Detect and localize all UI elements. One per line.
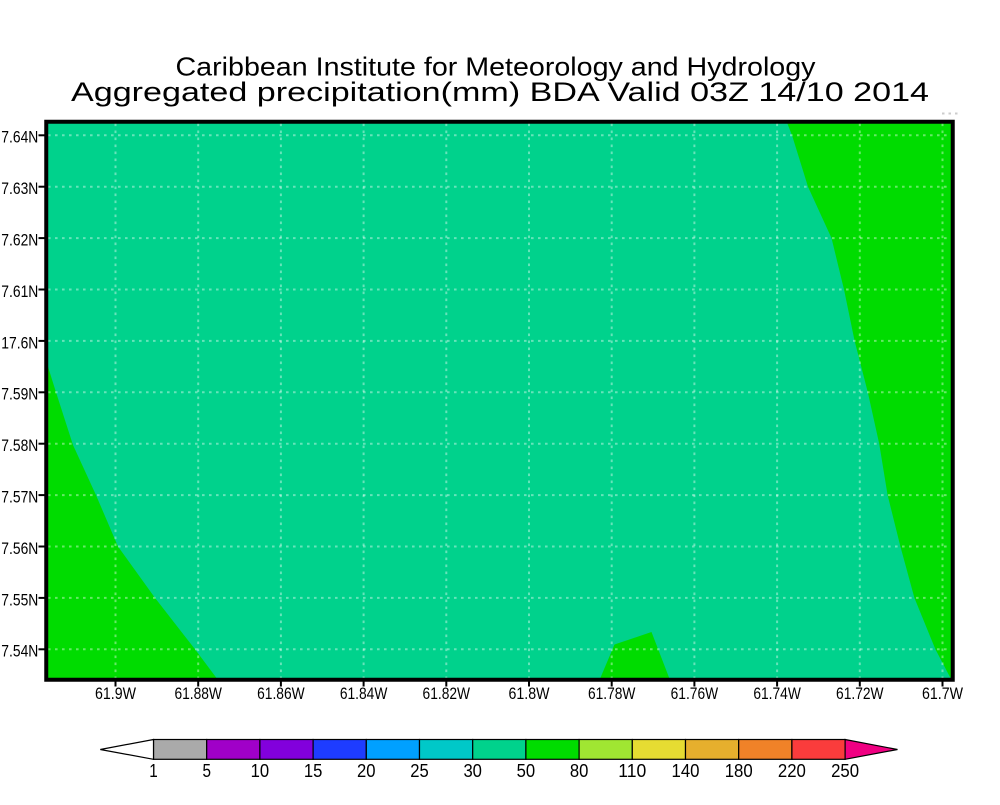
svg-text:61.74W: 61.74W xyxy=(753,685,801,703)
svg-text:7.63N: 7.63N xyxy=(1,180,38,198)
svg-text:5: 5 xyxy=(202,761,211,781)
svg-text:61.7W: 61.7W xyxy=(922,685,964,703)
svg-text:61.88W: 61.88W xyxy=(174,685,222,703)
svg-text:Aggregated precipitation(mm) B: Aggregated precipitation(mm) BDA Valid 0… xyxy=(71,77,929,107)
svg-text:180: 180 xyxy=(725,761,753,781)
svg-text:1: 1 xyxy=(149,761,158,781)
svg-text:7.57N: 7.57N xyxy=(1,489,38,507)
svg-text:220: 220 xyxy=(778,761,806,781)
svg-text:250: 250 xyxy=(831,761,859,781)
svg-text:7.61N: 7.61N xyxy=(1,283,38,301)
svg-text:61.82W: 61.82W xyxy=(423,685,471,703)
svg-text:61.78W: 61.78W xyxy=(588,685,636,703)
svg-text:30: 30 xyxy=(463,761,482,781)
svg-text:25: 25 xyxy=(410,761,429,781)
svg-text:7.62N: 7.62N xyxy=(1,232,38,250)
svg-text:140: 140 xyxy=(672,761,700,781)
svg-text:80: 80 xyxy=(570,761,589,781)
svg-text:61.9W: 61.9W xyxy=(95,685,137,703)
svg-text:61.72W: 61.72W xyxy=(836,685,884,703)
svg-text:15: 15 xyxy=(304,761,323,781)
svg-text:Caribbean Institute for Meteor: Caribbean Institute for Meteorology and … xyxy=(176,52,816,82)
svg-text:7.56N: 7.56N xyxy=(1,540,38,558)
svg-text:61.76W: 61.76W xyxy=(671,685,719,703)
svg-text:50: 50 xyxy=(517,761,536,781)
svg-text:61.8W: 61.8W xyxy=(509,685,551,703)
svg-text:7.58N: 7.58N xyxy=(1,437,38,455)
svg-text:20: 20 xyxy=(357,761,376,781)
svg-text:7.64N: 7.64N xyxy=(1,129,38,147)
svg-text:61.86W: 61.86W xyxy=(257,685,305,703)
svg-text:10: 10 xyxy=(251,761,270,781)
svg-text:7.59N: 7.59N xyxy=(1,386,38,404)
svg-text:61.84W: 61.84W xyxy=(340,685,388,703)
svg-text:7.55N: 7.55N xyxy=(1,591,38,609)
svg-text:7.54N: 7.54N xyxy=(1,643,38,661)
svg-text:17.6N: 17.6N xyxy=(1,334,38,352)
svg-text:110: 110 xyxy=(618,761,646,781)
